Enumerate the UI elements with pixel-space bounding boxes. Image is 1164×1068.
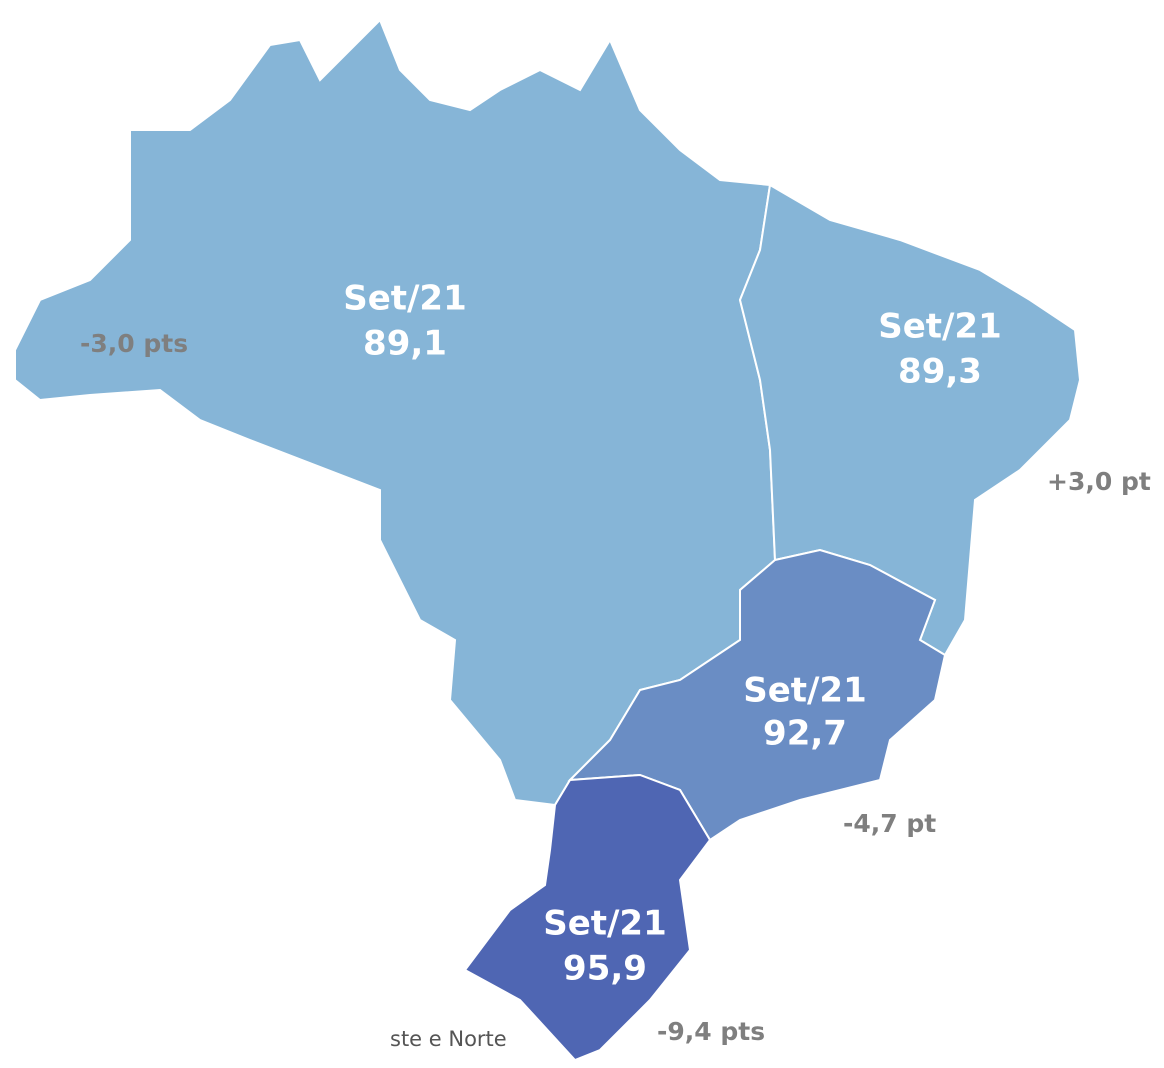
region-value: 92,7	[763, 714, 847, 754]
footnote: ste e Norte	[390, 1027, 507, 1051]
region-period: Set/21	[878, 307, 1002, 347]
region-change: -9,4 pts	[657, 1017, 765, 1046]
region-period: Set/21	[343, 279, 467, 319]
region-period: Set/21	[543, 904, 667, 944]
region-south	[463, 773, 712, 1062]
region-northeast	[738, 183, 1082, 657]
region-change: +3,0 pt	[1047, 467, 1151, 496]
region-value: 89,3	[898, 352, 982, 392]
region-change: -4,7 pt	[843, 809, 936, 838]
region-value: 95,9	[563, 949, 647, 989]
region-southeast	[567, 548, 947, 842]
region-change: -3,0 pts	[80, 329, 188, 358]
region-period: Set/21	[743, 671, 867, 711]
region-value: 89,1	[363, 324, 447, 364]
